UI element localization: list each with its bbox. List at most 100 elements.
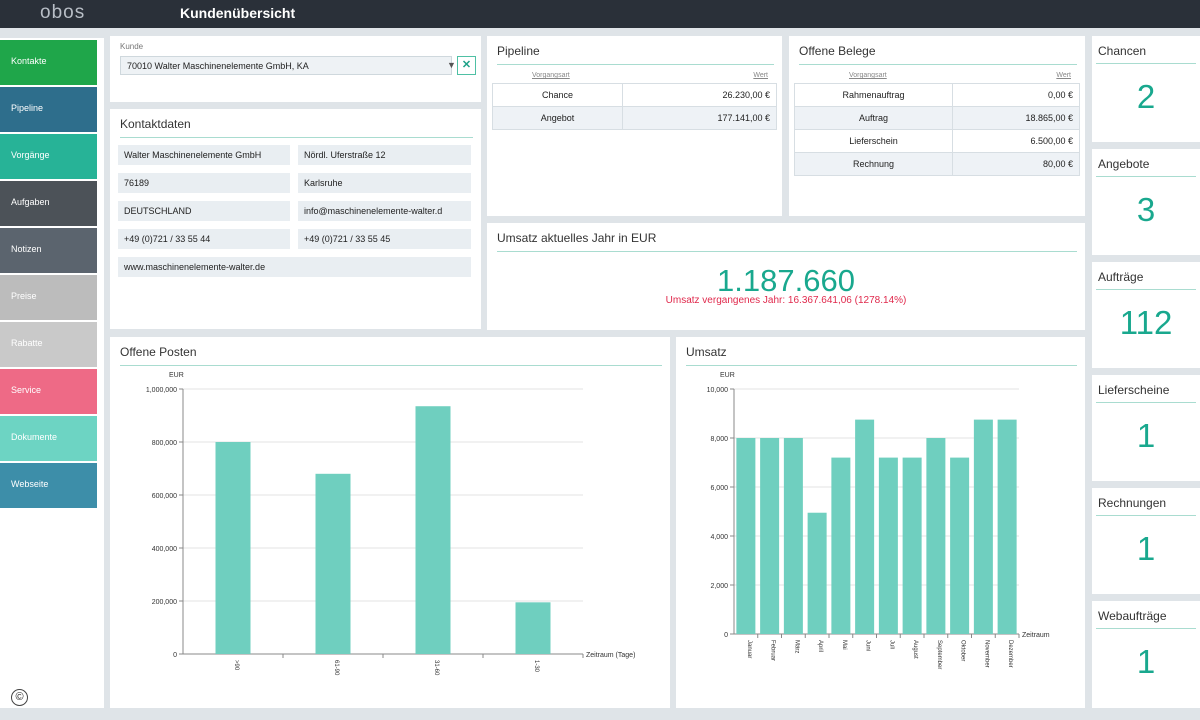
- kpi-chancen[interactable]: Chancen 2: [1092, 36, 1200, 142]
- table-row[interactable]: Auftrag 18.865,00 €: [794, 106, 1080, 130]
- divider: [497, 251, 1077, 252]
- sidebar-item-dokumente[interactable]: Dokumente: [0, 416, 97, 461]
- sidebar-item-pipeline[interactable]: Pipeline: [0, 87, 97, 132]
- contact-country-field[interactable]: DEUTSCHLAND: [118, 201, 290, 221]
- x-tick-label: Juni: [865, 640, 871, 651]
- revenue-title: Umsatz aktuelles Jahr in EUR: [497, 231, 657, 245]
- kpi-value: 1: [1136, 417, 1156, 454]
- sidebar-item-service[interactable]: Service: [0, 369, 97, 414]
- contact-phone-field[interactable]: +49 (0)721 / 33 55 44: [118, 229, 290, 249]
- clear-customer-button[interactable]: ✕: [457, 56, 476, 75]
- sidebar-item-vorgaenge[interactable]: Vorgänge: [0, 134, 97, 179]
- divider: [799, 64, 1077, 65]
- contact-city-field[interactable]: Karlsruhe: [298, 173, 471, 193]
- bar: [973, 419, 993, 634]
- kpi-value: 1: [1136, 530, 1156, 567]
- copyright-icon: ©: [11, 689, 28, 706]
- column-header-value: Wert: [753, 72, 768, 79]
- table-cell: 6.500,00 €: [952, 129, 1080, 153]
- sidebar: Kontakte Pipeline Vorgänge Aufgaben Noti…: [0, 38, 104, 708]
- table-cell: 177.141,00 €: [622, 106, 777, 130]
- open-documents-panel: Offene Belege Vorgangsart Wert Rahmenauf…: [789, 36, 1085, 216]
- sidebar-item-webseite[interactable]: Webseite: [0, 463, 97, 508]
- bar: [997, 419, 1017, 634]
- table-cell: 0,00 €: [952, 83, 1080, 107]
- table-cell: Angebot: [492, 106, 623, 130]
- divider: [1096, 289, 1196, 290]
- contact-street-field[interactable]: Nördl. Uferstraße 12: [298, 145, 471, 165]
- column-header-value: Wert: [1056, 72, 1071, 79]
- contact-name-field[interactable]: Walter Maschinenelemente GmbH: [118, 145, 290, 165]
- x-tick-label: Oktober: [960, 640, 966, 661]
- bar: [878, 457, 898, 634]
- divider: [686, 365, 1077, 366]
- kpi-auftraege[interactable]: Aufträge 112: [1092, 262, 1200, 368]
- revenue-value: 1.187.660: [717, 263, 855, 298]
- sidebar-item-aufgaben[interactable]: Aufgaben: [0, 181, 97, 226]
- sidebar-item-rabatte[interactable]: Rabatte: [0, 322, 97, 367]
- x-tick-label: 31-60: [433, 660, 439, 676]
- contact-fax-field[interactable]: +49 (0)721 / 33 55 45: [298, 229, 471, 249]
- revenue-current-year-panel: Umsatz aktuelles Jahr in EUR 1.187.660 U…: [487, 223, 1085, 330]
- table-cell: Chance: [492, 83, 623, 107]
- column-header-type: Vorgangsart: [532, 72, 570, 79]
- bar: [515, 602, 551, 654]
- table-row[interactable]: Rahmenauftrag 0,00 €: [794, 83, 1080, 107]
- contact-title: Kontaktdaten: [120, 117, 191, 131]
- x-axis-label: Zeitraum: [1022, 632, 1050, 639]
- close-icon: ✕: [461, 59, 472, 71]
- divider: [120, 137, 473, 138]
- bar: [783, 438, 803, 634]
- customer-value: 70010 Walter Maschinenelemente GmbH, KA: [127, 61, 309, 71]
- bar: [855, 419, 875, 634]
- table-row[interactable]: Angebot 177.141,00 €: [492, 106, 777, 130]
- top-bar: obos Kundenübersicht: [0, 0, 1200, 28]
- sidebar-item-kontakte[interactable]: Kontakte: [0, 40, 97, 85]
- y-tick-label: 8,000: [710, 436, 728, 443]
- chevron-down-icon[interactable]: ▼: [447, 60, 456, 70]
- contact-email-field[interactable]: info@maschinenelemente-walter.d: [298, 201, 471, 221]
- column-header-type: Vorgangsart: [849, 72, 887, 79]
- y-tick-label: 6,000: [710, 485, 728, 492]
- sidebar-item-notizen[interactable]: Notizen: [0, 228, 97, 273]
- kpi-label: Chancen: [1098, 44, 1147, 58]
- kpi-rechnungen[interactable]: Rechnungen 1: [1092, 488, 1200, 594]
- contact-zip-field[interactable]: 76189: [118, 173, 290, 193]
- divider: [497, 64, 774, 65]
- y-axis-label: EUR: [169, 372, 184, 379]
- bar: [831, 457, 851, 634]
- contact-web-field[interactable]: www.maschinenelemente-walter.de: [118, 257, 471, 277]
- kpi-webauftraege[interactable]: Webaufträge 1: [1092, 601, 1200, 708]
- y-tick-label: 200,000: [152, 599, 177, 606]
- bar: [315, 473, 351, 654]
- kpi-angebote[interactable]: Angebote 3: [1092, 149, 1200, 255]
- kpi-label: Lieferscheine: [1098, 383, 1170, 397]
- sidebar-item-label: Aufgaben: [11, 197, 50, 207]
- open-items-chart-panel: Offene Posten 0 200,000 400,000 600,000 800,…: [110, 337, 670, 708]
- table-cell: Rechnung: [794, 152, 953, 176]
- y-tick-label: 400,000: [152, 546, 177, 553]
- kpi-lieferscheine[interactable]: Lieferscheine 1: [1092, 375, 1200, 481]
- divider: [120, 365, 662, 366]
- pipeline-table: Chance 26.230,00 € Angebot 177.141,00 €: [492, 83, 777, 130]
- bar: [807, 512, 827, 634]
- y-tick-label: 4,000: [710, 534, 728, 541]
- pipeline-title: Pipeline: [497, 44, 540, 58]
- customer-select[interactable]: 70010 Walter Maschinenelemente GmbH, KA …: [120, 56, 456, 75]
- table-row[interactable]: Chance 26.230,00 €: [492, 83, 777, 107]
- y-tick-label: 10,000: [707, 387, 729, 394]
- x-tick-label: April: [817, 640, 823, 652]
- sidebar-item-label: Preise: [11, 291, 37, 301]
- table-row[interactable]: Rechnung 80,00 €: [794, 152, 1080, 176]
- pipeline-panel: Pipeline Vorgangsart Wert Chance 26.230,0…: [487, 36, 782, 216]
- x-tick-label: Dezember: [1007, 640, 1013, 668]
- x-tick-label: Februar: [770, 640, 776, 661]
- sidebar-item-preise[interactable]: Preise: [0, 275, 97, 320]
- x-tick-label: 1-30: [533, 660, 539, 673]
- x-tick-label: >90: [233, 660, 239, 671]
- page-title: Kundenübersicht: [180, 5, 296, 21]
- revenue-chart-title: Umsatz: [686, 345, 727, 359]
- x-tick-label: 61-90: [333, 660, 339, 676]
- table-row[interactable]: Lieferschein 6.500,00 €: [794, 129, 1080, 153]
- table-cell: Lieferschein: [794, 129, 953, 153]
